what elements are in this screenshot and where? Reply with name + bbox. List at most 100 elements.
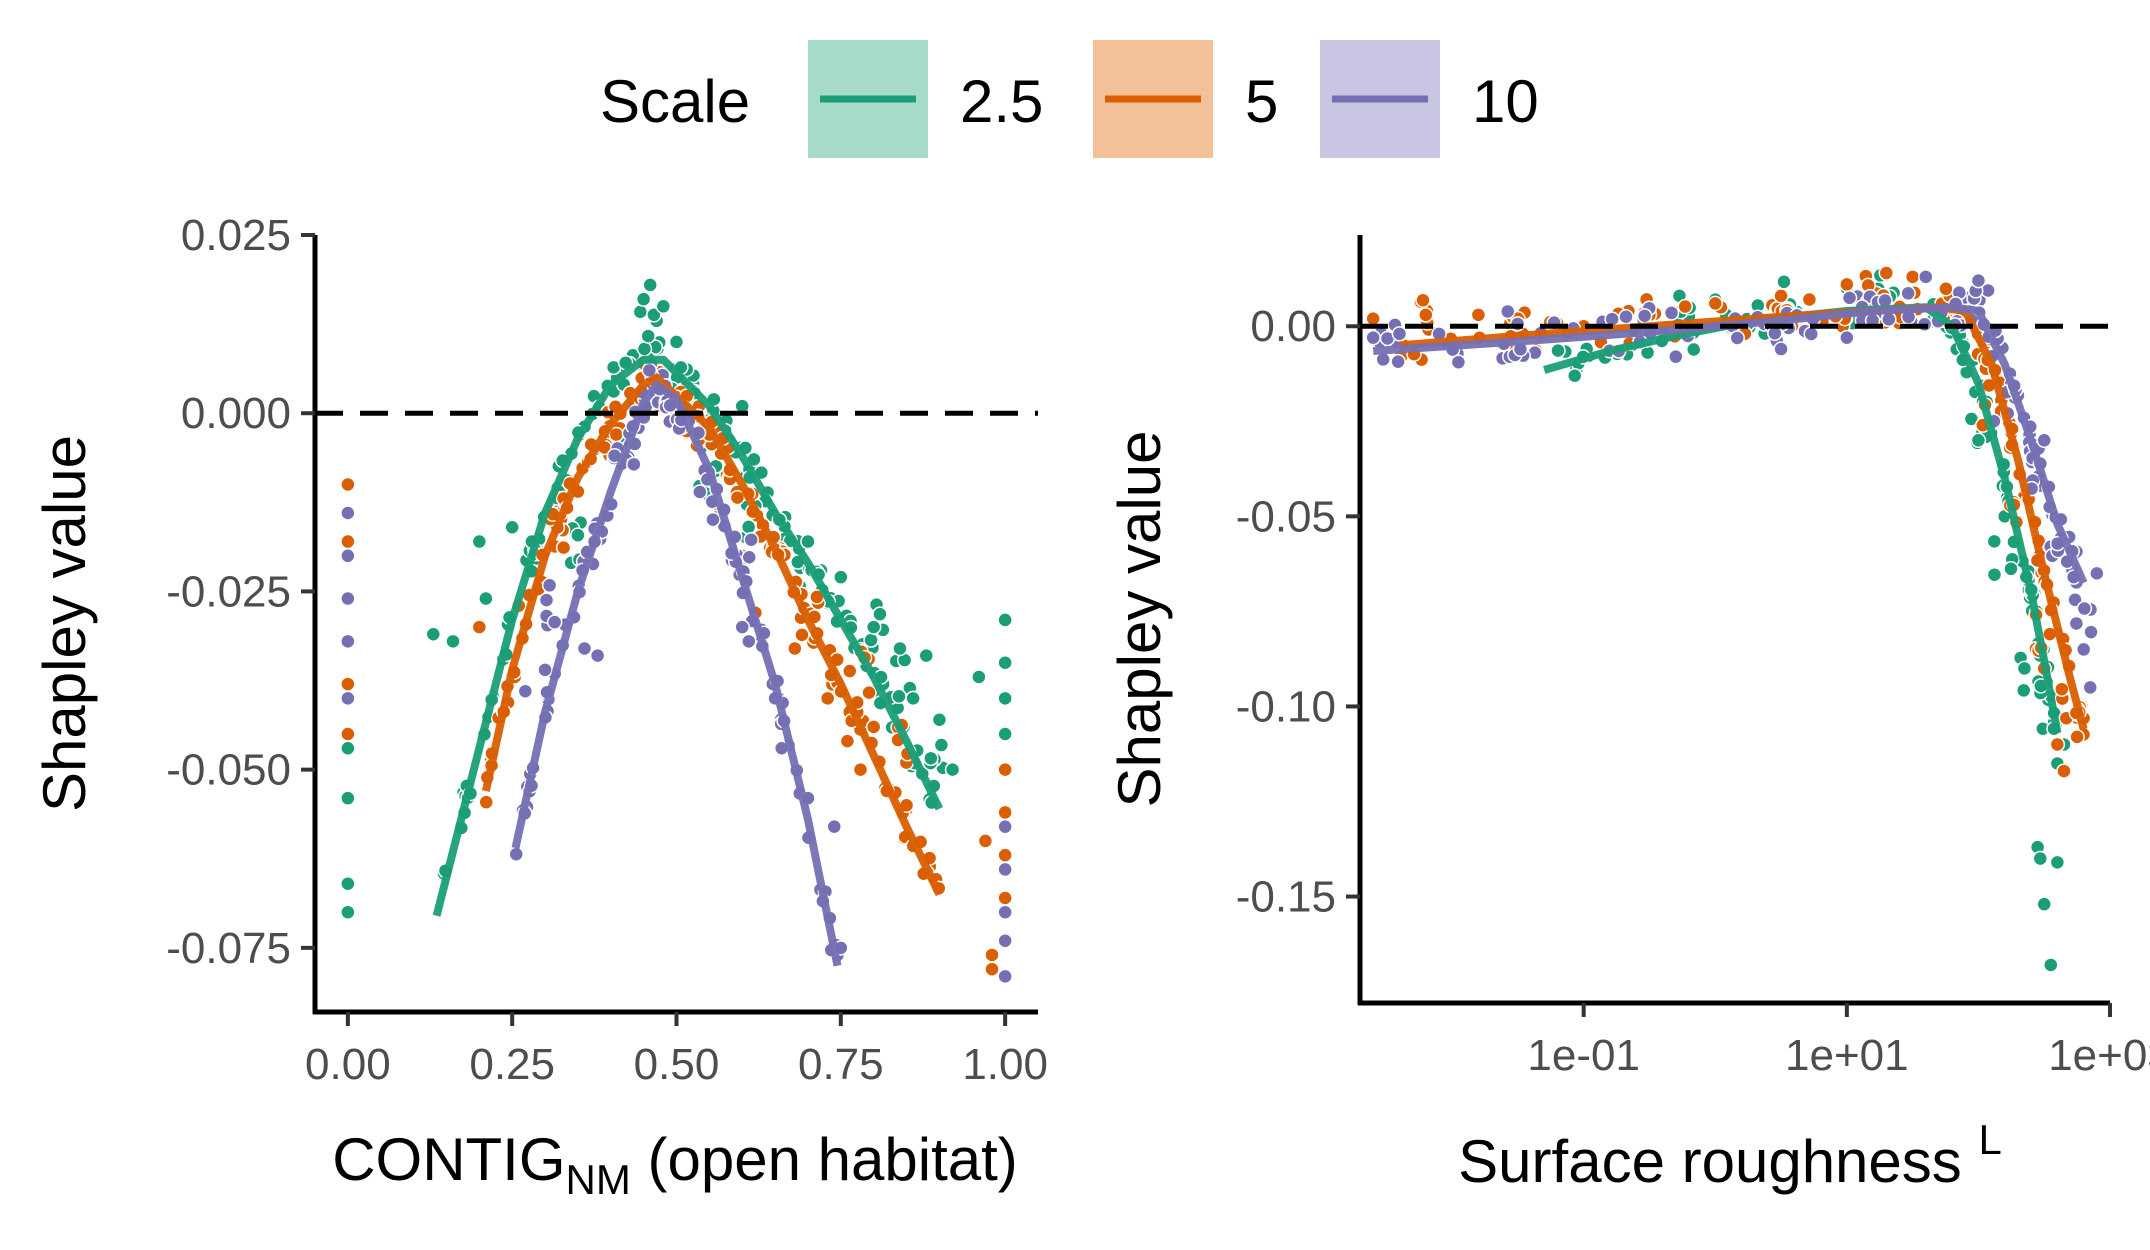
point [340, 633, 356, 650]
point [1986, 533, 2003, 550]
point [1550, 342, 1566, 359]
legend: Scale 2.5 5 10 [600, 40, 1539, 158]
point [1450, 354, 1467, 370]
point [636, 341, 653, 357]
y-axis-title: Shapley value [1106, 431, 1173, 808]
x-axis-title-main: CONTIG [332, 1126, 565, 1193]
point [471, 533, 488, 550]
point [997, 818, 1013, 835]
point [977, 833, 994, 849]
point [445, 633, 461, 650]
point [340, 726, 356, 742]
point [655, 298, 672, 315]
point [642, 277, 658, 293]
point [1636, 308, 1653, 324]
point [743, 531, 759, 548]
point [997, 804, 1013, 821]
point [2076, 600, 2093, 617]
point [1668, 348, 1684, 365]
point [819, 690, 836, 707]
point [640, 328, 656, 344]
fit-line-5 [481, 373, 943, 897]
x-axis-title-subscript: NM [566, 1156, 631, 1203]
legend-label-10: 10 [1472, 68, 1539, 135]
legend-dot-10 [1377, 96, 1383, 102]
point [576, 640, 593, 657]
point [632, 304, 649, 320]
point [1418, 307, 1434, 323]
y-tick-label: 0.025 [181, 211, 291, 260]
point [668, 334, 685, 350]
point [923, 750, 939, 767]
point [646, 307, 662, 323]
point [2068, 615, 2085, 632]
point [1415, 292, 1431, 309]
point [2049, 854, 2066, 871]
x-tick-label: 1e-01 [1527, 1031, 1640, 1080]
point [794, 627, 810, 643]
point [478, 590, 494, 607]
point [861, 684, 877, 701]
point [1618, 308, 1634, 325]
point [1801, 291, 1818, 308]
y-tick-label: 0.000 [181, 389, 291, 438]
fit-line-10 [1372, 303, 2088, 585]
point [2082, 679, 2099, 696]
point [1390, 353, 1406, 370]
point [997, 861, 1013, 878]
point [891, 688, 907, 705]
panel-left: 0.025 0.000 -0.025 -0.050 -0.075 0.00 0.25 0.50… [31, 211, 1048, 1203]
point [997, 761, 1013, 778]
point [2067, 592, 2083, 608]
point [2043, 957, 2059, 973]
point [852, 761, 869, 778]
point [541, 577, 558, 594]
point [626, 456, 642, 473]
point [2036, 432, 2052, 449]
y-tick-label: -0.05 [1236, 492, 1336, 541]
point [1685, 341, 1702, 358]
y-tick-label: -0.15 [1236, 873, 1336, 922]
x-tick-label: 0.75 [798, 1040, 884, 1089]
y-tick-label: 0.00 [1250, 302, 1336, 351]
point [997, 654, 1013, 671]
point [2036, 896, 2052, 912]
point [2054, 681, 2070, 697]
x-tick-label: 0.00 [305, 1040, 391, 1089]
point [833, 569, 849, 585]
y-tick-label: -0.10 [1236, 682, 1336, 731]
point [841, 663, 858, 679]
point [705, 511, 721, 528]
point [2089, 565, 2105, 582]
point [1986, 566, 2003, 583]
point [800, 533, 816, 550]
point [741, 549, 758, 566]
y-tick-label: -0.075 [166, 924, 291, 973]
point [1677, 298, 1693, 315]
point [931, 711, 948, 728]
point [1803, 326, 1819, 342]
point [340, 676, 356, 692]
legend-dot-2.5 [865, 96, 871, 102]
point [863, 632, 879, 648]
fit-line-10 [511, 380, 842, 967]
point [865, 719, 882, 735]
x-tick-label: 0.50 [634, 1040, 720, 1089]
point [997, 847, 1013, 863]
legend-dot-5 [1150, 96, 1156, 102]
point [1938, 281, 1954, 297]
point [340, 505, 356, 521]
x-tick-label: 1.00 [962, 1040, 1048, 1089]
point [340, 790, 356, 806]
point [918, 647, 935, 664]
point [2049, 736, 2066, 753]
point [1900, 285, 1916, 302]
point [504, 519, 520, 536]
point [1839, 276, 1855, 293]
point [997, 726, 1013, 742]
point [1773, 288, 1789, 304]
point [478, 794, 494, 810]
point [2003, 561, 2019, 577]
point [537, 662, 553, 678]
